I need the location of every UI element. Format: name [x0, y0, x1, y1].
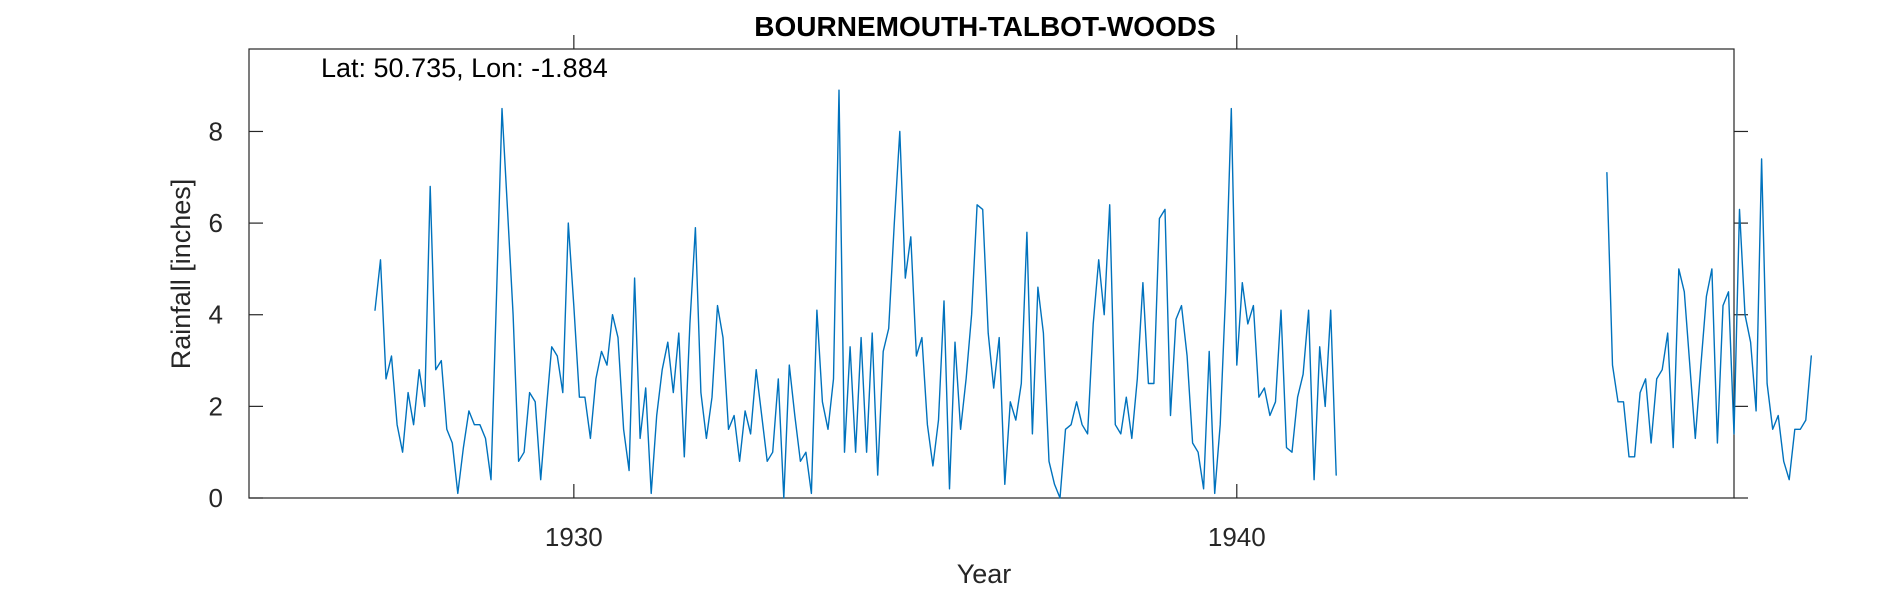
x-axis-label: Year	[957, 559, 1012, 589]
y-tick-label: 8	[209, 116, 223, 146]
y-tick-label: 4	[209, 300, 223, 330]
chart-title: BOURNEMOUTH-TALBOT-WOODS	[754, 11, 1215, 42]
rainfall-series-line	[374, 89, 1812, 499]
y-axis-label: Rainfall [inches]	[166, 179, 196, 370]
x-tick-label: 1930	[545, 522, 603, 552]
station-coordinates-annotation: Lat: 50.735, Lon: -1.884	[321, 53, 608, 83]
y-tick-label: 2	[209, 391, 223, 421]
tick-labels: 0 2 4 6 8 1930 1940	[209, 116, 1266, 552]
axis-ticks	[249, 35, 1748, 499]
y-tick-label: 6	[209, 208, 223, 238]
x-tick-label: 1940	[1208, 522, 1266, 552]
y-tick-label: 0	[209, 483, 223, 513]
plot-area-frame	[248, 48, 1735, 499]
